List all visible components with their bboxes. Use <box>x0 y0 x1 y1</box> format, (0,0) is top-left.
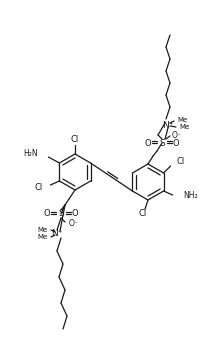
Text: O⁻: O⁻ <box>172 131 182 140</box>
Text: N⁺: N⁺ <box>51 230 63 238</box>
Text: Cl: Cl <box>71 135 79 145</box>
Text: Cl: Cl <box>139 210 147 218</box>
Text: O: O <box>44 210 50 218</box>
Text: Me: Me <box>179 124 189 130</box>
Text: Me: Me <box>177 117 187 123</box>
Text: Me: Me <box>38 227 48 233</box>
Text: N⁺: N⁺ <box>162 120 174 130</box>
Text: H₂N: H₂N <box>23 149 37 159</box>
Text: Me: Me <box>38 234 48 240</box>
Text: NH₂: NH₂ <box>184 191 198 201</box>
Text: O: O <box>173 139 179 147</box>
Text: O: O <box>145 139 151 147</box>
Text: Cl: Cl <box>177 156 185 166</box>
Text: Cl: Cl <box>34 182 42 191</box>
Text: O⁻: O⁻ <box>69 218 79 228</box>
Text: S: S <box>159 139 165 147</box>
Text: S: S <box>58 210 64 218</box>
Text: O: O <box>72 210 78 218</box>
